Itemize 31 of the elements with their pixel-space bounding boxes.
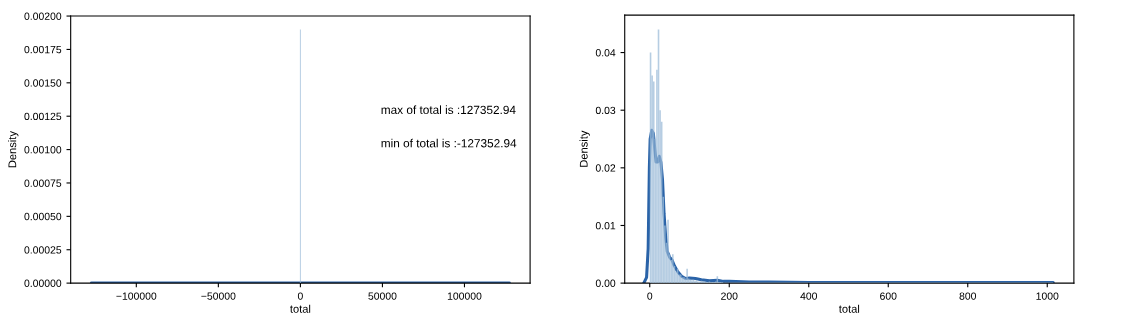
x-tick-label: 0 — [647, 292, 653, 300]
x-tick-label: −100000 — [116, 292, 157, 300]
y-tick-label: 0.02 — [595, 164, 616, 172]
y-tick-label: 0.00125 — [24, 112, 62, 121]
x-tick-label: 400 — [800, 292, 818, 300]
y-tick-label: 0.00050 — [24, 212, 62, 221]
y-tick-label: 0.01 — [595, 221, 616, 230]
x-tick-label: −50000 — [201, 292, 236, 300]
x-axis-title: total — [290, 304, 311, 313]
y-tick-label: 0.00 — [595, 279, 616, 287]
y-tick-label: 0.00075 — [24, 179, 62, 187]
x-tick-label: 50000 — [368, 292, 397, 300]
x-tick-label: 1000 — [1036, 292, 1059, 300]
y-tick-label: 0.04 — [595, 49, 616, 57]
y-tick-label: 0.00200 — [24, 12, 62, 20]
x-tick-label: 100000 — [447, 292, 482, 300]
y-tick-label: 0.00100 — [24, 146, 62, 154]
x-tick-label: 600 — [880, 292, 897, 300]
x-tick-label: 200 — [721, 292, 738, 300]
y-tick-label: 0.03 — [595, 106, 616, 115]
x-axis-title: total — [838, 304, 860, 313]
x-tick-label: 0 — [297, 292, 303, 300]
y-axis-title: Density — [579, 130, 590, 167]
annotation: min of total is :-127352.94 — [381, 138, 517, 148]
y-tick-label: 0.00025 — [24, 246, 62, 254]
y-axis-title: Density — [8, 131, 19, 168]
y-tick-label: 0.00000 — [24, 279, 62, 287]
annotation: max of total is :127352.94 — [381, 105, 516, 115]
y-tick-label: 0.00175 — [24, 45, 62, 54]
y-tick-label: 0.00150 — [24, 79, 62, 87]
x-tick-label: 800 — [959, 292, 977, 300]
